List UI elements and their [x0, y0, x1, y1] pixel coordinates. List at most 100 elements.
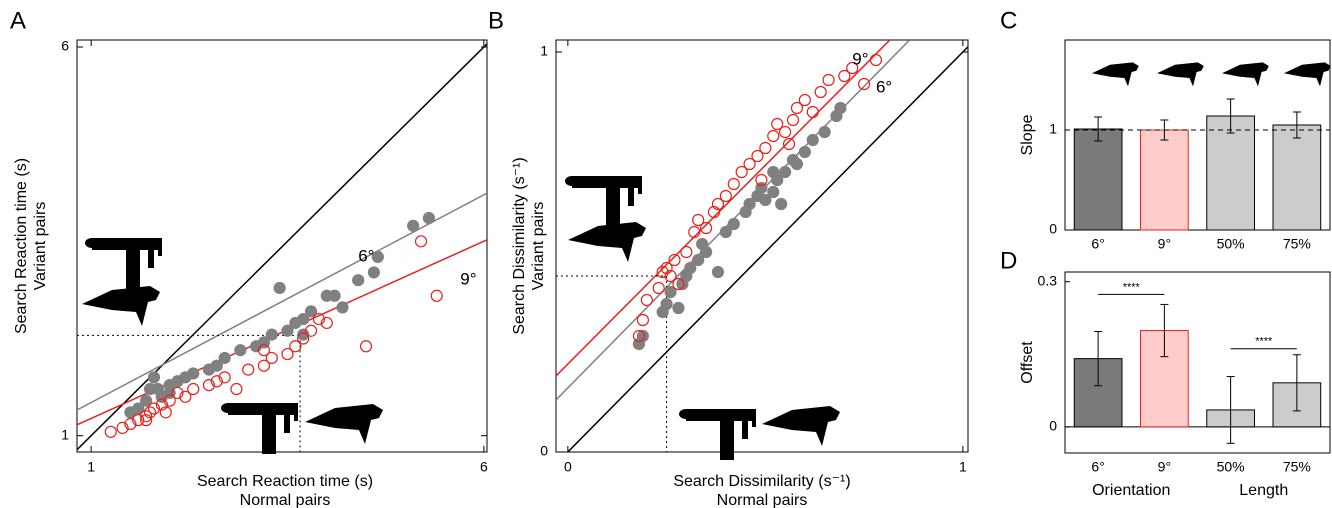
point: [297, 332, 310, 345]
x-tick-label: 1: [87, 459, 95, 475]
point: [767, 129, 780, 143]
point: [367, 266, 380, 279]
bar: [1206, 115, 1255, 231]
point: [265, 351, 278, 365]
point: [430, 289, 443, 302]
plot-frame: [1064, 271, 1331, 454]
point: [632, 329, 646, 343]
point: [656, 265, 669, 279]
point: [806, 105, 819, 119]
significance-label: ****: [1255, 336, 1273, 348]
point: [640, 293, 653, 307]
point: [660, 297, 673, 311]
point: [210, 375, 223, 388]
point: [727, 217, 740, 231]
point: [422, 211, 435, 225]
point: [755, 173, 768, 187]
point: [242, 363, 255, 376]
point: [806, 133, 819, 147]
point: [414, 235, 428, 248]
y-axis-label: Variant pairs: [32, 202, 49, 291]
point: [202, 379, 216, 392]
point: [234, 344, 247, 357]
x-axis-label: Search Reaction time (s): [197, 473, 373, 490]
y-axis-label: Search Dissimilarity (s⁻¹): [511, 157, 528, 334]
point: [743, 157, 756, 171]
plot-frame: [1064, 39, 1331, 231]
point: [767, 185, 780, 199]
point: [140, 414, 153, 427]
point: [163, 394, 176, 407]
fit-line: [77, 192, 487, 411]
point: [352, 274, 365, 287]
point: [297, 312, 310, 326]
point: [700, 245, 713, 259]
plot-frame: [555, 39, 969, 453]
panel-letter: C: [1000, 7, 1017, 34]
point: [668, 253, 681, 267]
point: [140, 410, 153, 423]
point: [187, 367, 200, 380]
y-tick-label: 0: [1049, 221, 1057, 237]
point: [700, 221, 713, 235]
point: [759, 193, 772, 207]
point: [281, 347, 294, 361]
bar: [1272, 124, 1322, 231]
plot-frame: [76, 39, 488, 453]
point: [104, 425, 117, 438]
point: [660, 261, 673, 275]
point: [636, 329, 650, 343]
x-tick-label: 0: [564, 459, 572, 475]
y-axis-label: Slope: [1019, 114, 1036, 155]
point: [281, 324, 294, 337]
point: [289, 340, 302, 353]
fit-line: [566, 46, 968, 452]
annotation: 6°: [358, 246, 374, 265]
y-tick-label: 1: [61, 426, 69, 442]
point: [692, 253, 705, 267]
point: [834, 101, 847, 115]
y-tick-label: 1: [540, 43, 548, 59]
annotation: 9°: [852, 49, 868, 68]
x-tick-label: 9°: [1158, 236, 1171, 252]
point: [664, 285, 677, 299]
point: [116, 421, 129, 435]
point: [218, 371, 231, 384]
point: [672, 301, 685, 315]
point: [273, 281, 286, 295]
bar: [1073, 128, 1123, 231]
point: [711, 265, 725, 279]
point: [312, 312, 326, 326]
point: [684, 261, 697, 275]
point: [719, 225, 732, 239]
point: [265, 328, 278, 341]
x-tick-label: 6°: [1091, 459, 1104, 475]
x-tick-label: 75%: [1283, 459, 1311, 475]
y-axis-label: Offset: [1019, 341, 1036, 384]
point: [711, 197, 725, 211]
point: [743, 197, 756, 211]
point: [371, 250, 384, 263]
point: [798, 145, 811, 159]
x-tick-label: 75%: [1283, 236, 1311, 252]
point: [735, 165, 748, 179]
point: [147, 371, 161, 384]
point: [143, 406, 157, 419]
x-tick-label: 6°: [1091, 236, 1104, 252]
x-axis-label: Search Dissimilarity (s⁻¹): [673, 473, 850, 490]
point: [257, 344, 271, 357]
point: [846, 61, 859, 75]
group-label: Orientation: [1092, 482, 1170, 499]
point: [218, 351, 231, 365]
point: [775, 197, 788, 211]
point: [336, 301, 349, 314]
point: [230, 382, 243, 396]
point: [652, 281, 665, 295]
point: [707, 205, 721, 219]
point: [147, 402, 161, 415]
x-axis-label: Normal pairs: [240, 492, 331, 508]
point: [759, 141, 772, 155]
x-tick-label: 6: [480, 459, 488, 475]
point: [359, 340, 373, 353]
